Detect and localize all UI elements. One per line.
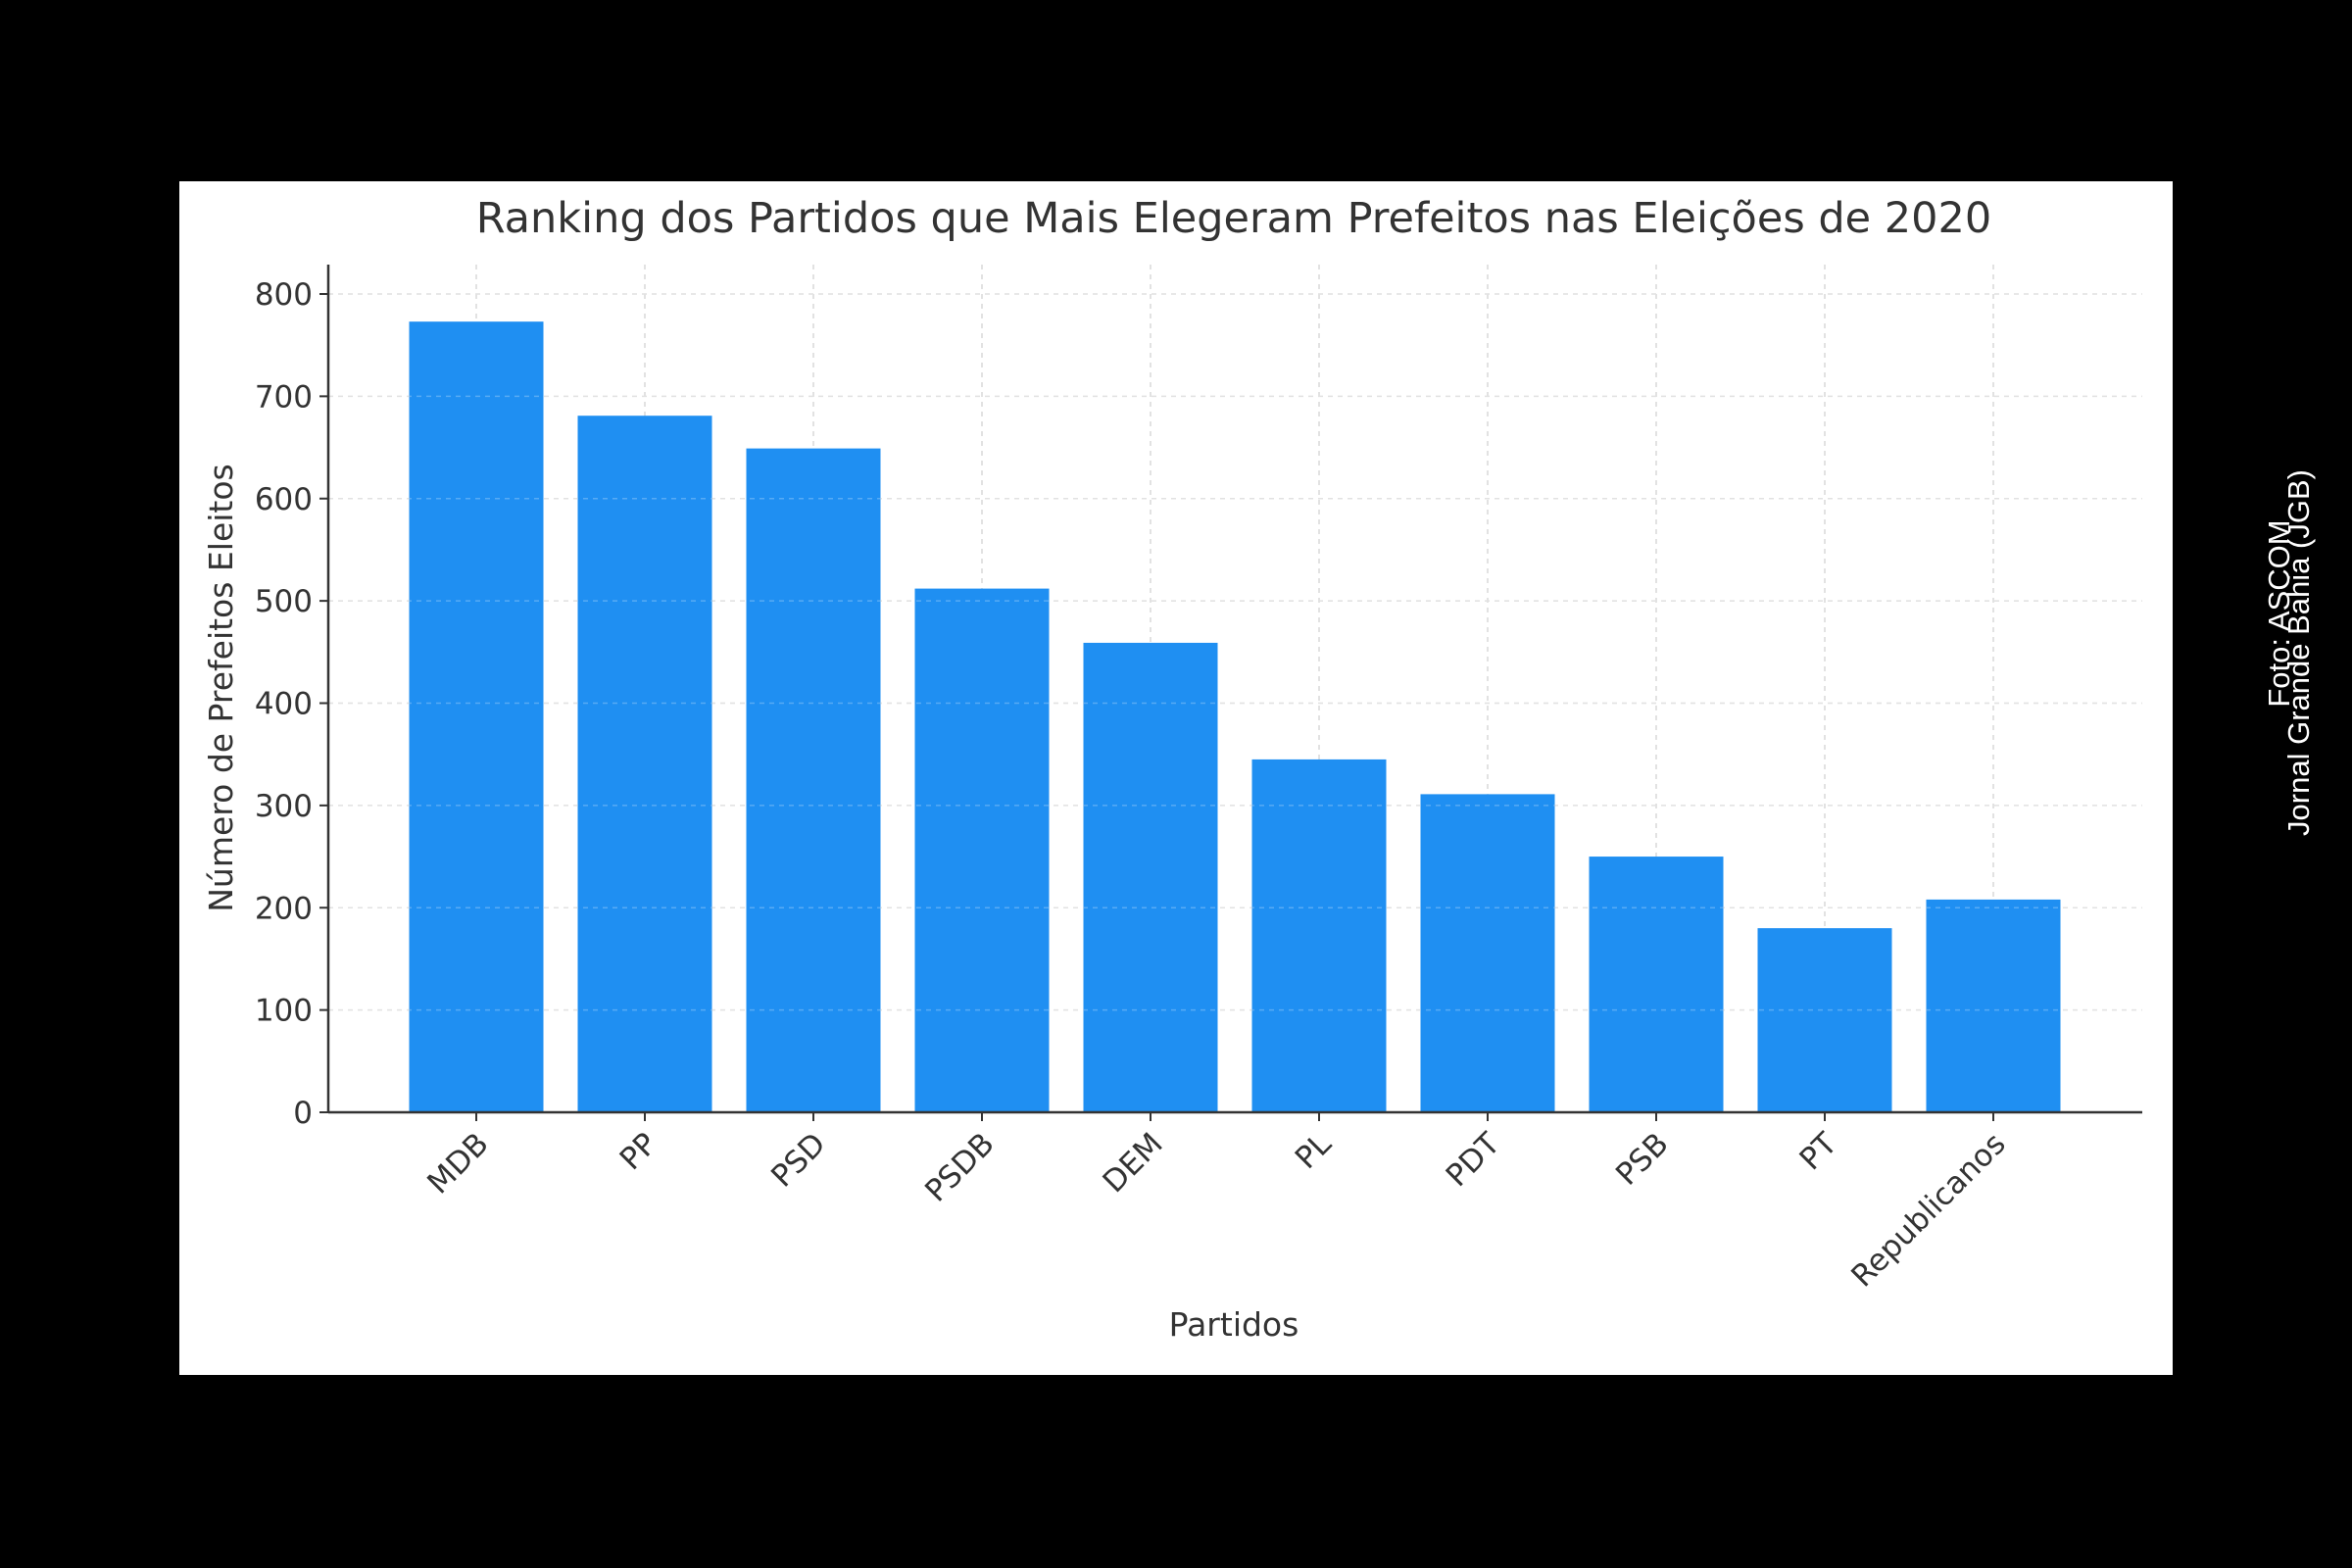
- axes: [326, 265, 2142, 1114]
- y-tick-label: 400: [255, 687, 313, 722]
- bar-psd: [746, 448, 881, 1112]
- x-tick-label: PDT: [1440, 1125, 1508, 1194]
- y-tick-label: 0: [293, 1096, 313, 1131]
- x-tick-label: PT: [1793, 1125, 1845, 1177]
- bar-pp: [577, 416, 712, 1112]
- y-tick-label: 100: [255, 994, 313, 1029]
- bar-psdb: [914, 588, 1050, 1112]
- x-tick-label: PSD: [764, 1126, 832, 1194]
- x-tick-label: PP: [613, 1126, 664, 1177]
- bar-pt: [1757, 928, 1892, 1112]
- bar-mdb: [409, 321, 544, 1112]
- bar-chart: Ranking dos Partidos que Mais Elegeram P…: [202, 194, 2142, 1344]
- y-tick-label: 300: [255, 789, 313, 824]
- x-tick-label: PL: [1289, 1126, 1339, 1176]
- bar-pdt: [1420, 794, 1555, 1112]
- bars: [328, 293, 2142, 1112]
- x-tick-label: PSDB: [918, 1126, 1002, 1209]
- y-tick-label: 800: [255, 277, 313, 313]
- x-axis-ticks: MDB PP PSD PSDB DEM PL PDT PSB PT Republicanos: [420, 1112, 2013, 1295]
- x-tick-label: DEM: [1097, 1126, 1170, 1200]
- bar-pl: [1251, 759, 1387, 1112]
- bar-psb: [1589, 857, 1724, 1112]
- bar-dem: [1083, 642, 1218, 1112]
- x-axis-label: Partidos: [1169, 1305, 1299, 1344]
- source-credit: Jornal Grande Bahia (JGB): [2281, 469, 2316, 836]
- x-tick-label: MDB: [420, 1126, 495, 1200]
- y-tick-label: 500: [255, 584, 313, 619]
- y-tick-label: 200: [255, 891, 313, 926]
- y-axis-ticks: 0 100 200 300 400 500 600 700 800: [255, 277, 328, 1131]
- bar-republicanos: [1926, 899, 2061, 1112]
- y-axis-label: Número de Prefeitos Eleitos: [202, 464, 240, 912]
- chart-title: Ranking dos Partidos que Mais Elegeram P…: [476, 194, 1992, 243]
- x-tick-label: Republicanos: [1844, 1126, 2012, 1294]
- chart-panel: Ranking dos Partidos que Mais Elegeram P…: [179, 181, 2173, 1375]
- x-tick-label: PSB: [1609, 1126, 1676, 1193]
- y-tick-label: 600: [255, 482, 313, 517]
- y-tick-label: 700: [255, 379, 313, 415]
